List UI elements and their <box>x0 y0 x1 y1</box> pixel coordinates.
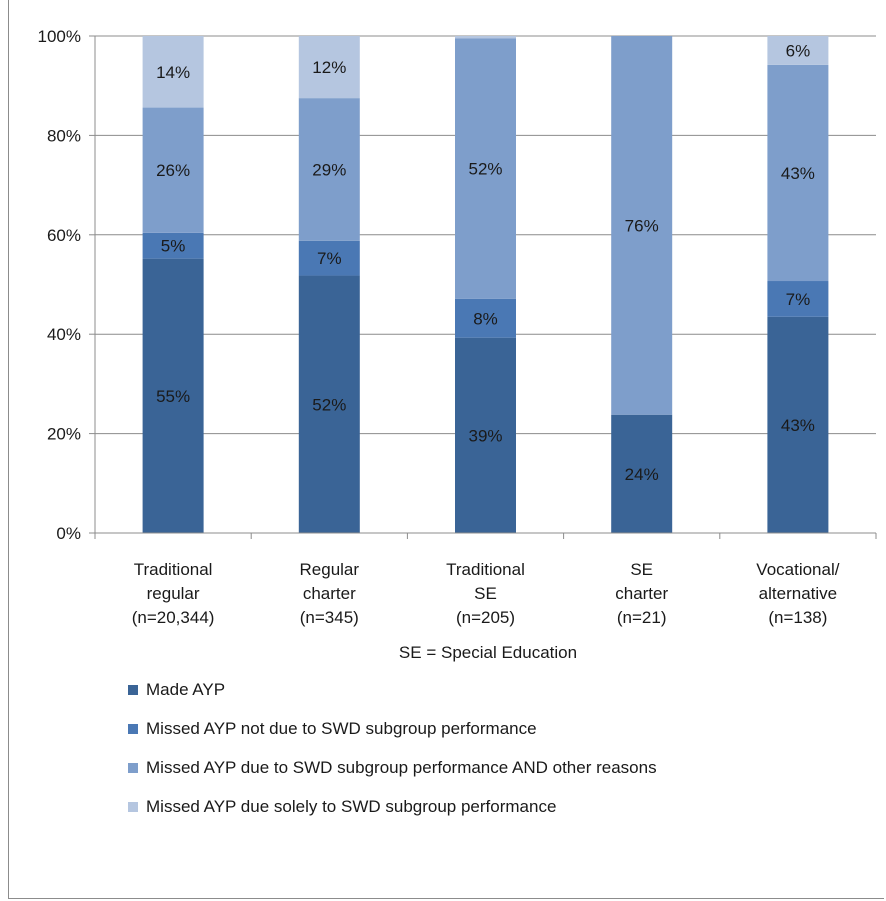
bar-segment <box>455 337 516 533</box>
y-tick-label: 20% <box>47 425 81 444</box>
x-tick-label: Regular <box>300 560 360 579</box>
x-tick-label: Traditional <box>134 560 213 579</box>
data-label: 43% <box>781 164 815 183</box>
x-tick-label: Vocational/ <box>756 560 839 579</box>
data-label: 76% <box>625 216 659 235</box>
x-tick-label: alternative <box>759 584 837 603</box>
x-tick-label: (n=345) <box>300 608 359 627</box>
bar-segment <box>142 107 204 233</box>
bar-segment <box>767 281 829 317</box>
y-tick-label: 100% <box>38 27 81 46</box>
data-label: 8% <box>473 309 498 328</box>
data-label: 12% <box>312 58 346 77</box>
bar-segment <box>142 258 204 533</box>
data-label: 24% <box>625 465 659 484</box>
data-label: 55% <box>156 387 190 406</box>
bar-segment <box>767 36 829 65</box>
legend-item: Missed AYP not due to SWD subgroup perfo… <box>128 719 537 739</box>
x-tick-label: (n=138) <box>768 608 827 627</box>
y-tick-label: 40% <box>47 325 81 344</box>
chart-note: SE = Special Education <box>398 643 578 662</box>
bar-segment <box>455 36 516 39</box>
data-label: 43% <box>781 416 815 435</box>
bar-segment <box>142 232 204 259</box>
legend-label: Missed AYP due solely to SWD subgroup pe… <box>146 797 557 816</box>
legend-item: Missed AYP due solely to SWD subgroup pe… <box>128 797 556 817</box>
data-label: 26% <box>156 161 190 180</box>
data-label: 29% <box>312 160 346 179</box>
data-label: 7% <box>786 290 811 309</box>
data-label: 5% <box>161 237 186 256</box>
bar-segment <box>142 36 204 108</box>
bar-segment <box>767 316 829 533</box>
x-tick-label: charter <box>615 584 668 603</box>
x-tick-label: (n=21) <box>617 608 667 627</box>
y-tick-label: 0% <box>56 524 81 543</box>
data-label: 6% <box>786 41 811 60</box>
legend-label: Missed AYP not due to SWD subgroup perfo… <box>146 719 537 738</box>
x-tick-label: charter <box>303 584 356 603</box>
x-tick-label: (n=20,344) <box>132 608 215 627</box>
legend-item: Missed AYP due to SWD subgroup performan… <box>128 758 657 778</box>
legend-swatch <box>128 724 138 734</box>
bar-segment <box>298 98 360 241</box>
x-tick-label: (n=205) <box>456 608 515 627</box>
bar-segment <box>455 38 516 299</box>
data-label: 39% <box>468 426 502 445</box>
legend-label: Made AYP <box>146 680 226 699</box>
bar-segment <box>767 64 829 282</box>
bar-segment <box>611 36 673 415</box>
stacked-bar-chart: 0% 20% 40% 60% 80% 100% 55% 5% 26% 14% 52% 7% 29% 12%… <box>38 27 877 627</box>
x-tick-label: Traditional <box>446 560 525 579</box>
legend-swatch <box>128 802 138 812</box>
legend-swatch <box>128 763 138 773</box>
legend-item: Made AYP <box>128 680 225 700</box>
bar-segment <box>611 414 673 533</box>
bar-segment <box>298 36 360 99</box>
data-label: 52% <box>468 160 502 179</box>
y-tick-label: 60% <box>47 226 81 245</box>
bar-segment <box>298 240 360 276</box>
data-label: 7% <box>317 249 342 268</box>
bar-segment <box>455 298 516 338</box>
x-tick-label: SE <box>474 584 497 603</box>
y-tick-label: 80% <box>47 126 81 145</box>
bar-segment <box>298 275 360 533</box>
chart-frame <box>8 0 884 899</box>
legend-label: Missed AYP due to SWD subgroup performan… <box>146 758 657 777</box>
x-tick-label: regular <box>147 584 200 603</box>
legend-swatch <box>128 685 138 695</box>
x-tick-label: SE <box>630 560 653 579</box>
data-label: 14% <box>156 63 190 82</box>
data-label: 52% <box>312 395 346 414</box>
